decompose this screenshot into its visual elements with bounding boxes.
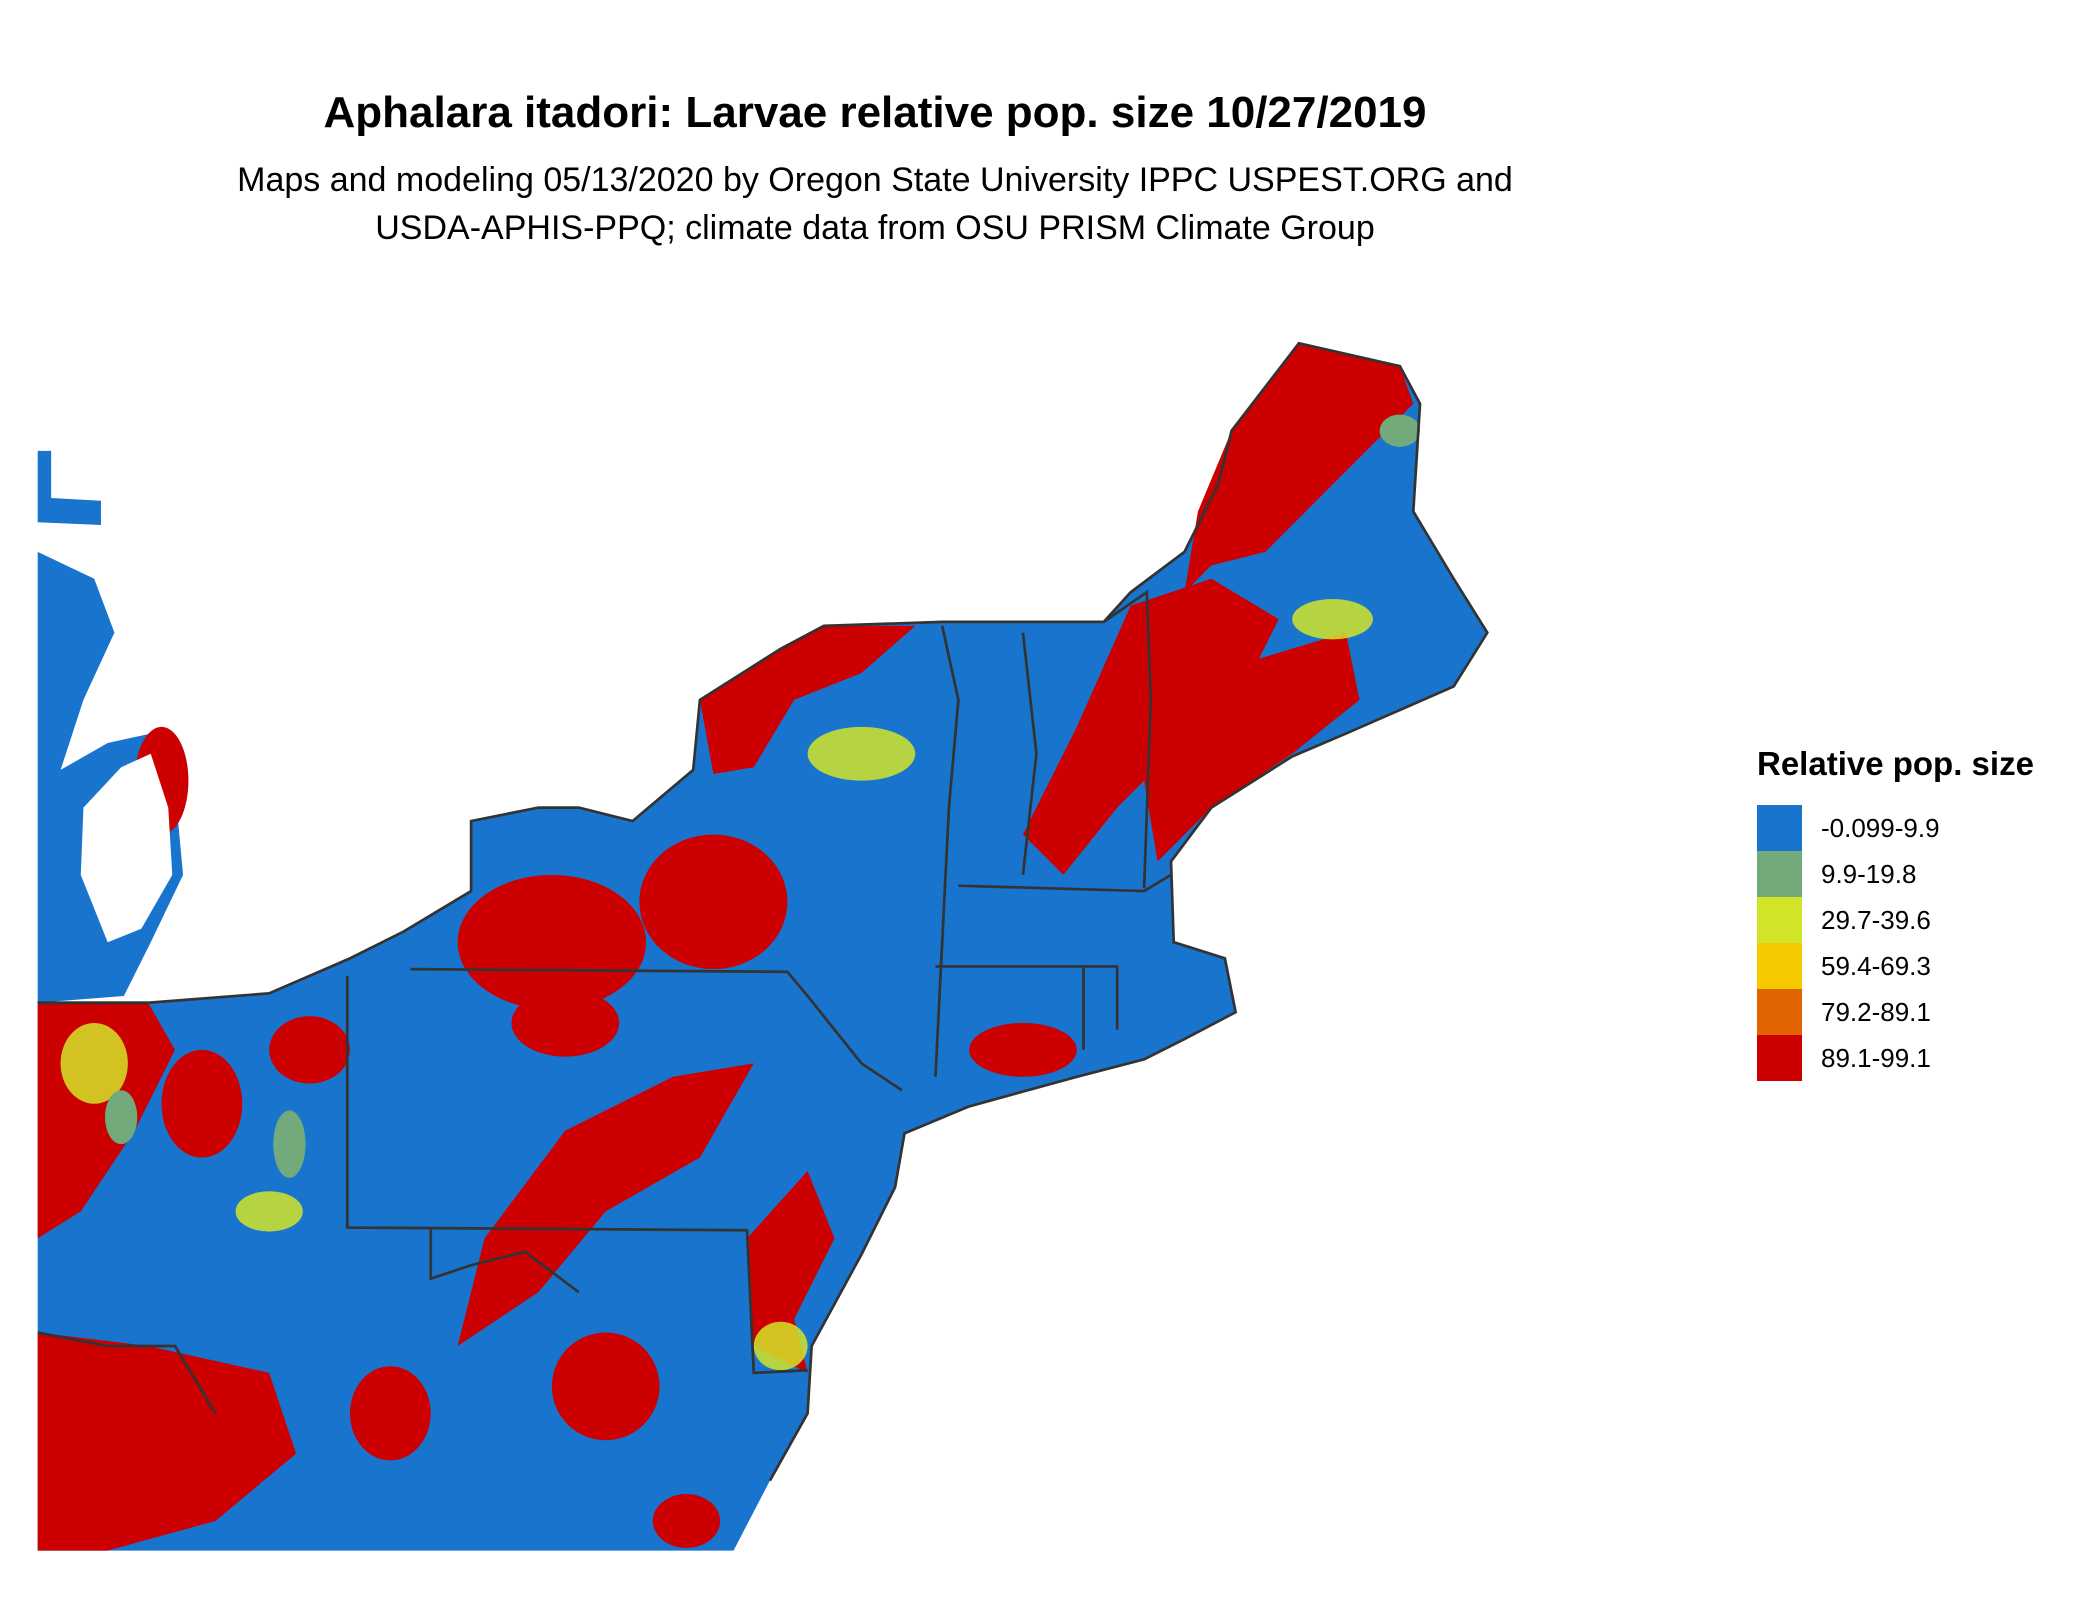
legend-label: 59.4-69.3 <box>1821 950 1931 981</box>
land-upper-peninsula <box>37 450 101 525</box>
subtitle-line-1: Maps and modeling 05/13/2020 by Oregon S… <box>237 161 1513 199</box>
legend-swatch <box>1757 897 1802 943</box>
legend-label: 9.9-19.8 <box>1821 858 1917 889</box>
subtitle-line-2: USDA-APHIS-PPQ; climate data from OSU PR… <box>375 209 1375 247</box>
legend-swatch <box>1757 943 1802 989</box>
legend-item: 89.1-99.1 <box>1757 1035 2034 1081</box>
legend-swatch <box>1757 851 1802 897</box>
map-title: Aphalara itadori: Larvae relative pop. s… <box>323 88 1427 137</box>
legend: Relative pop. size -0.099-9.9 9.9-19.8 29.… <box>1757 745 2034 1081</box>
legend-label: 89.1-99.1 <box>1821 1042 1931 1073</box>
legend-item: 9.9-19.8 <box>1757 851 2034 897</box>
legend-swatch <box>1757 989 1802 1035</box>
legend-item: 59.4-69.3 <box>1757 943 2034 989</box>
legend-label: 79.2-89.1 <box>1821 996 1931 1027</box>
legend-item: 29.7-39.6 <box>1757 897 2034 943</box>
legend-title: Relative pop. size <box>1757 745 2034 782</box>
legend-swatch <box>1757 1035 1802 1081</box>
legend-label: -0.099-9.9 <box>1821 812 1940 843</box>
green-zones <box>104 414 1421 1178</box>
coastline <box>37 341 1489 1482</box>
legend-item: 79.2-89.1 <box>1757 989 2034 1035</box>
state-borders <box>37 589 1172 1414</box>
legend-swatch <box>1757 805 1802 851</box>
lake-huron <box>80 753 173 943</box>
mid-pop-zones <box>60 598 1373 1371</box>
legend-label: 29.7-39.6 <box>1821 904 1931 935</box>
map-subtitle: Maps and modeling 05/13/2020 by Oregon S… <box>0 156 1750 252</box>
legend-item: -0.099-9.9 <box>1757 805 2034 851</box>
